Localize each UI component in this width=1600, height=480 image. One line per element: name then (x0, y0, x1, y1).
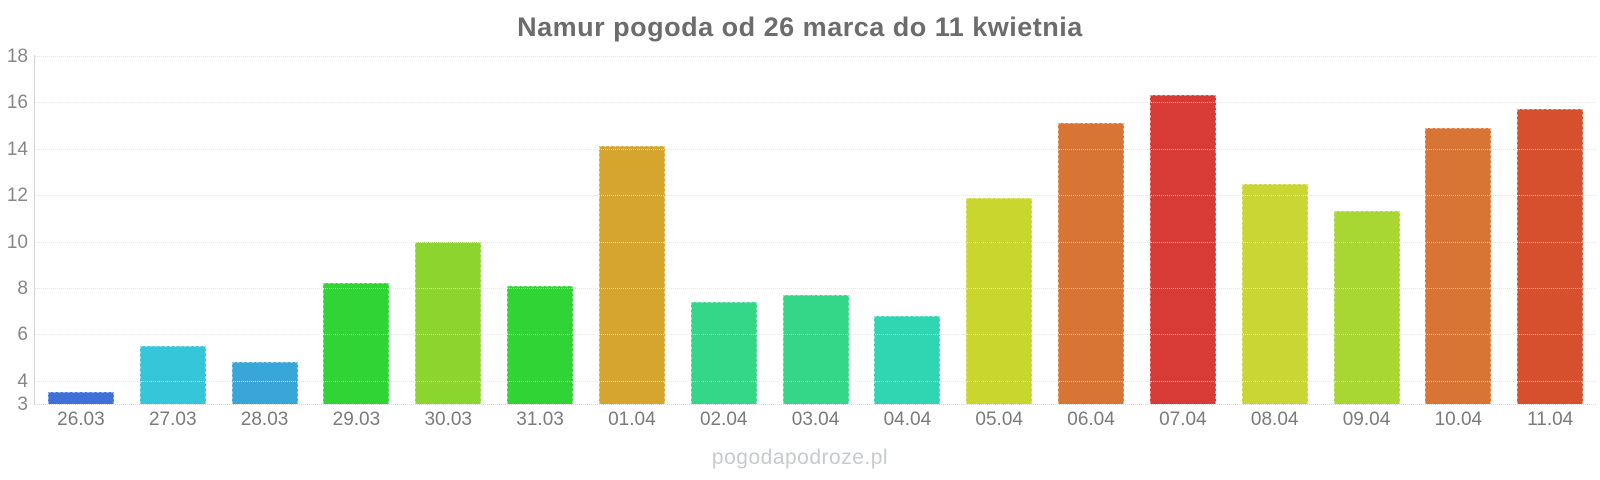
bar-slot (1137, 56, 1229, 404)
bar-03.04 (782, 294, 849, 404)
y-tick-label: 16 (6, 92, 28, 114)
bar-slot (953, 56, 1045, 404)
x-tick-label: 07.04 (1159, 409, 1207, 430)
y-tick-label: 4 (17, 370, 28, 392)
bar-slot (1229, 56, 1321, 404)
gridline-12 (35, 195, 1596, 197)
x-tick-label: 10.04 (1434, 409, 1483, 430)
x-axis-labels: 26.03 27.03 28.03 29.03 30.03 31.03 01.04 02.04… (35, 409, 1596, 431)
gridline-10 (35, 241, 1596, 243)
y-tick-label: 14 (6, 138, 28, 160)
x-tick-label: 05.04 (975, 409, 1023, 430)
bar-slot (678, 56, 770, 404)
x-tick-label: 31.03 (516, 409, 564, 430)
bar-slot (127, 56, 219, 404)
bar-slot (310, 56, 402, 404)
watermark: pogodapodroze.pl (711, 446, 889, 469)
bar-slot (494, 56, 586, 404)
bars-container (35, 56, 1596, 404)
bar-02.04 (690, 301, 757, 404)
x-tick-label: 28.03 (240, 409, 289, 430)
bar-29.03 (323, 283, 390, 404)
bar-slot (219, 56, 311, 404)
y-tick-label: 3 (17, 394, 28, 415)
x-tick-label: 08.04 (1250, 409, 1299, 430)
plot-area (35, 56, 1596, 405)
x-axis-line (35, 404, 1596, 405)
gridline-6 (35, 334, 1596, 336)
bar-01.04 (598, 146, 665, 404)
gridline-8 (35, 288, 1596, 289)
x-tick-label: 04.04 (883, 409, 932, 430)
y-tick-label: 8 (17, 278, 28, 299)
x-tick-label: 06.04 (1067, 409, 1115, 430)
bar-07.04 (1149, 95, 1216, 404)
chart-title: Namur pogoda od 26 marca do 11 kwietnia (517, 12, 1083, 42)
x-tick-label: 27.03 (148, 409, 197, 430)
gridline-16 (35, 102, 1596, 104)
y-tick-label: 18 (6, 46, 28, 67)
gridline-14 (35, 148, 1596, 150)
bar-11.04 (1517, 109, 1584, 404)
bar-28.03 (231, 362, 298, 404)
bar-slot (1412, 56, 1504, 404)
gridline-4 (35, 380, 1596, 382)
x-tick-label: 03.04 (791, 409, 840, 430)
bar-05.04 (966, 197, 1033, 404)
x-tick-label: 26.03 (57, 409, 105, 430)
bar-27.03 (139, 346, 206, 404)
x-tick-label: 01.04 (608, 409, 656, 430)
x-tick-label: 30.03 (424, 409, 472, 430)
bar-slot (861, 56, 953, 404)
bar-06.04 (1058, 123, 1125, 404)
bar-26.03 (47, 392, 114, 404)
bar-09.04 (1333, 211, 1400, 404)
y-axis-line (34, 55, 35, 405)
bar-slot (402, 56, 494, 404)
bar-slot (770, 56, 862, 404)
x-tick-label: 02.04 (699, 409, 748, 430)
x-tick-label: 29.03 (332, 409, 381, 430)
bar-slot (1504, 56, 1596, 404)
y-tick-label: 12 (6, 185, 28, 207)
bar-31.03 (507, 285, 574, 404)
x-tick-label: 11.04 (1527, 409, 1574, 430)
x-tick-label: 09.04 (1342, 409, 1391, 430)
gridline-18 (35, 56, 1596, 57)
y-tick-label: 6 (17, 324, 28, 346)
bar-slot (1321, 56, 1413, 404)
bar-08.04 (1241, 183, 1308, 404)
y-tick-label: 10 (6, 231, 28, 253)
bar-10.04 (1425, 127, 1492, 404)
bar-slot (35, 56, 127, 404)
bar-slot (586, 56, 678, 404)
bar-30.03 (415, 241, 482, 404)
bar-slot (1045, 56, 1137, 404)
bar-04.04 (874, 315, 941, 404)
